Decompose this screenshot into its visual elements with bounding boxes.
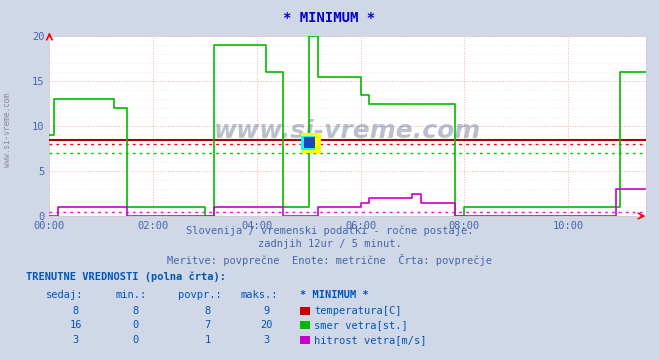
Text: 8: 8 bbox=[72, 306, 79, 316]
Text: 0: 0 bbox=[132, 320, 138, 330]
Text: maks.:: maks.: bbox=[241, 290, 278, 300]
Bar bbox=[304, 137, 315, 148]
Text: TRENUTNE VREDNOSTI (polna črta):: TRENUTNE VREDNOSTI (polna črta): bbox=[26, 272, 226, 282]
Text: hitrost vetra[m/s]: hitrost vetra[m/s] bbox=[314, 335, 427, 345]
Text: 20: 20 bbox=[261, 320, 273, 330]
Text: Meritve: povprečne  Enote: metrične  Črta: povprečje: Meritve: povprečne Enote: metrične Črta:… bbox=[167, 254, 492, 266]
Text: 0: 0 bbox=[132, 335, 138, 345]
Text: 7: 7 bbox=[204, 320, 211, 330]
Text: 9: 9 bbox=[264, 306, 270, 316]
Text: 8: 8 bbox=[204, 306, 211, 316]
Text: min.:: min.: bbox=[115, 290, 146, 300]
Text: 1: 1 bbox=[204, 335, 211, 345]
Text: * MINIMUM *: * MINIMUM * bbox=[283, 11, 376, 25]
Text: * MINIMUM *: * MINIMUM * bbox=[300, 290, 368, 300]
Bar bbox=[301, 133, 321, 153]
Text: 3: 3 bbox=[72, 335, 79, 345]
Text: 16: 16 bbox=[70, 320, 82, 330]
Text: smer vetra[st.]: smer vetra[st.] bbox=[314, 320, 408, 330]
Text: temperatura[C]: temperatura[C] bbox=[314, 306, 402, 316]
Text: www.si-vreme.com: www.si-vreme.com bbox=[214, 120, 481, 143]
Text: sedaj:: sedaj: bbox=[46, 290, 84, 300]
Text: zadnjih 12ur / 5 minut.: zadnjih 12ur / 5 minut. bbox=[258, 239, 401, 249]
Bar bbox=[301, 136, 315, 150]
Text: povpr.:: povpr.: bbox=[178, 290, 221, 300]
Text: 3: 3 bbox=[264, 335, 270, 345]
Text: Slovenija / vremenski podatki - ročne postaje.: Slovenija / vremenski podatki - ročne po… bbox=[186, 225, 473, 235]
Text: www.si-vreme.com: www.si-vreme.com bbox=[3, 93, 13, 167]
Text: 8: 8 bbox=[132, 306, 138, 316]
